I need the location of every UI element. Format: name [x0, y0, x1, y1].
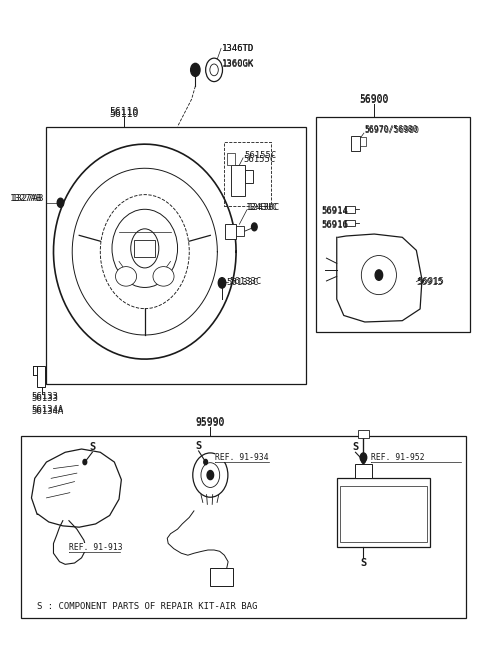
Bar — [47, 127, 306, 384]
Text: REF. 91-913: REF. 91-913 — [69, 543, 122, 552]
Text: 56900: 56900 — [360, 95, 389, 106]
Text: 56110: 56110 — [109, 108, 138, 118]
Text: 56155C: 56155C — [244, 150, 276, 160]
Circle shape — [360, 453, 367, 462]
Circle shape — [375, 270, 383, 281]
Polygon shape — [53, 521, 86, 564]
Text: 1360GK: 1360GK — [222, 60, 254, 69]
Text: REF. 91-934: REF. 91-934 — [215, 453, 269, 462]
Circle shape — [83, 459, 87, 464]
Ellipse shape — [153, 267, 174, 286]
Circle shape — [205, 58, 223, 81]
Bar — [37, 367, 45, 387]
Circle shape — [131, 229, 159, 268]
Bar — [358, 430, 369, 438]
Text: 1327AB: 1327AB — [12, 194, 44, 203]
Bar — [360, 137, 366, 146]
Text: 56133: 56133 — [32, 392, 59, 401]
Text: REF. 91-952: REF. 91-952 — [371, 453, 424, 462]
Text: S: S — [352, 442, 359, 452]
Circle shape — [207, 470, 214, 480]
Bar — [316, 117, 470, 332]
Ellipse shape — [116, 267, 137, 286]
Bar — [134, 240, 155, 257]
Bar — [21, 436, 466, 618]
Text: 56916: 56916 — [322, 221, 348, 230]
Bar — [224, 142, 271, 206]
Text: 56134A: 56134A — [32, 405, 64, 415]
Text: 56915: 56915 — [416, 279, 443, 287]
Circle shape — [218, 278, 226, 288]
Text: 95990: 95990 — [196, 417, 225, 427]
Text: 1360GK: 1360GK — [222, 59, 254, 68]
Text: 56914: 56914 — [322, 207, 348, 215]
Bar — [210, 568, 233, 587]
Bar — [351, 136, 360, 150]
Text: 56155C: 56155C — [243, 154, 276, 164]
Text: 56133C: 56133C — [227, 279, 259, 287]
Bar — [345, 206, 355, 213]
Bar — [244, 170, 253, 183]
Circle shape — [210, 64, 218, 76]
Text: S: S — [360, 558, 367, 568]
Text: 1243UC: 1243UC — [248, 203, 280, 212]
Bar — [231, 165, 244, 196]
Text: S: S — [195, 441, 202, 451]
Text: 56970/56980: 56970/56980 — [365, 125, 420, 134]
Text: 1346TD: 1346TD — [222, 44, 254, 53]
Polygon shape — [337, 234, 422, 322]
Bar — [236, 226, 244, 236]
Text: 56916: 56916 — [322, 220, 348, 229]
Bar — [337, 478, 431, 547]
Polygon shape — [32, 449, 121, 527]
Bar — [355, 464, 372, 478]
Text: 1327AB: 1327AB — [10, 194, 42, 203]
Text: 56110: 56110 — [109, 107, 138, 117]
Text: 1243UC: 1243UC — [245, 204, 278, 212]
Text: 56970/56980: 56970/56980 — [365, 125, 419, 133]
Text: 1346TD: 1346TD — [222, 44, 254, 53]
Circle shape — [57, 198, 64, 208]
Bar — [345, 220, 355, 225]
Text: 56915: 56915 — [417, 277, 444, 286]
Circle shape — [252, 223, 257, 231]
Text: S : COMPONENT PARTS OF REPAIR KIT-AIR BAG: S : COMPONENT PARTS OF REPAIR KIT-AIR BA… — [37, 602, 257, 611]
Text: 56133C: 56133C — [229, 277, 261, 286]
Circle shape — [191, 63, 200, 76]
Ellipse shape — [193, 453, 228, 497]
Text: 95990: 95990 — [196, 418, 225, 428]
Text: 56133: 56133 — [32, 394, 59, 403]
Text: 56900: 56900 — [360, 94, 389, 104]
Circle shape — [204, 459, 207, 464]
Text: S: S — [89, 442, 96, 452]
Text: 56914: 56914 — [322, 206, 348, 215]
Text: 56134A: 56134A — [32, 407, 64, 416]
Circle shape — [361, 458, 365, 463]
Bar — [227, 153, 235, 165]
Ellipse shape — [100, 194, 189, 309]
Ellipse shape — [112, 210, 178, 288]
Bar — [340, 486, 427, 541]
Bar — [225, 224, 236, 238]
